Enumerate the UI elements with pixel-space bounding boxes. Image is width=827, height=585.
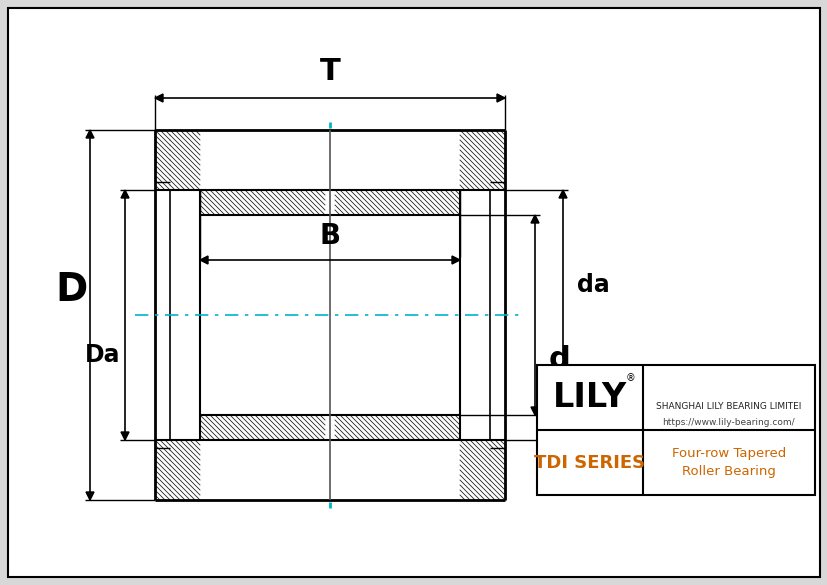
Polygon shape bbox=[530, 215, 538, 223]
Text: d: d bbox=[548, 346, 570, 374]
Text: TDI SERIES: TDI SERIES bbox=[533, 453, 644, 472]
Polygon shape bbox=[452, 256, 460, 264]
Text: D: D bbox=[55, 271, 88, 309]
Bar bbox=[537, 365, 814, 495]
Polygon shape bbox=[530, 407, 538, 415]
Text: Four-row Tapered
Roller Bearing: Four-row Tapered Roller Bearing bbox=[671, 447, 785, 478]
Text: T: T bbox=[319, 57, 340, 86]
Polygon shape bbox=[86, 130, 94, 138]
Text: da: da bbox=[576, 273, 609, 297]
Polygon shape bbox=[86, 492, 94, 500]
Polygon shape bbox=[121, 432, 129, 440]
Text: https://www.lily-bearing.com/: https://www.lily-bearing.com/ bbox=[662, 418, 794, 426]
Text: Da: Da bbox=[84, 343, 120, 367]
Text: SHANGHAI LILY BEARING LIMITEΙ: SHANGHAI LILY BEARING LIMITEΙ bbox=[655, 402, 801, 411]
Text: B: B bbox=[319, 222, 340, 250]
Polygon shape bbox=[496, 94, 504, 102]
Polygon shape bbox=[200, 256, 208, 264]
Polygon shape bbox=[558, 432, 566, 440]
Text: ®: ® bbox=[625, 373, 635, 383]
Polygon shape bbox=[558, 190, 566, 198]
Text: LILY: LILY bbox=[552, 381, 626, 414]
Polygon shape bbox=[121, 190, 129, 198]
Polygon shape bbox=[155, 94, 163, 102]
